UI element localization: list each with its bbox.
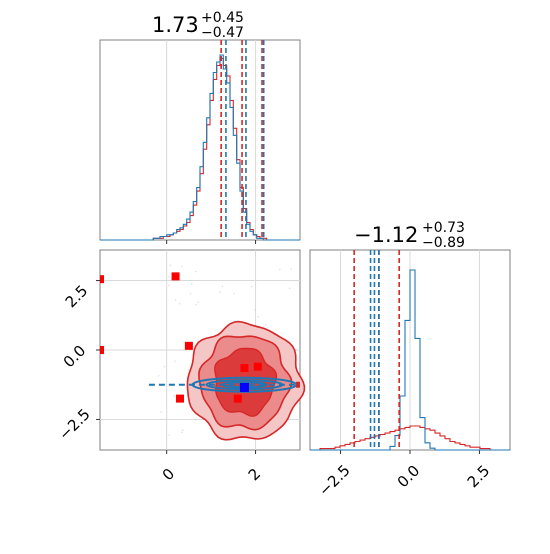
faint-sample: [189, 292, 192, 295]
y-tick-label-2.5: 2.5: [62, 282, 92, 312]
faint-sample: [181, 265, 183, 268]
hist-step-series-1: [100, 54, 300, 241]
panel-top-left: 1.73 +0.45 −0.47: [99, 10, 301, 244]
faint-sample: [257, 315, 260, 318]
panel-top-left-histograms: [100, 54, 300, 241]
br-x-tick-label-0.0: 0.0: [394, 462, 424, 492]
faint-sample: [290, 268, 293, 270]
faint-sample: [194, 270, 197, 273]
faint-sample: [233, 292, 235, 295]
faint-sample: [180, 431, 183, 434]
faint-sample: [279, 268, 281, 271]
faint-sample: [163, 365, 166, 368]
faint-sample: [173, 395, 176, 397]
panel-bottom-left-contours: [148, 320, 306, 441]
blue-point: [239, 383, 249, 392]
red-point-3: [184, 341, 193, 350]
panel-bottom-right-quantile-lines: [353, 250, 400, 450]
panel-bottom-right-histograms: [310, 269, 510, 451]
red-point-6: [253, 362, 262, 371]
faint-sample: [157, 375, 160, 377]
panel-bottom-left: 2.5 0.0 −2.5 0 2: [55, 249, 306, 484]
faint-sample: [169, 264, 172, 267]
faint-sample: [190, 283, 193, 285]
faint-sample: [197, 301, 200, 303]
faint-sample: [174, 299, 177, 301]
red-point-4: [176, 394, 184, 403]
faint-sample: [219, 291, 221, 293]
red-point-5: [240, 364, 249, 373]
br-x-tick-label-neg2.5: −2.5: [315, 461, 353, 499]
panel-bottom-right: −1.12 +0.73 −0.89 −2.5 0.0 2.5: [309, 220, 511, 500]
faint-sample: [168, 434, 171, 437]
faint-sample: [254, 309, 257, 311]
panel-top-left-grid: [166, 40, 257, 244]
x-tick-label-2: 2: [245, 465, 264, 484]
hist-step-series-1: [310, 269, 510, 451]
faint-sample: [250, 285, 253, 288]
faint-sample: [182, 429, 184, 431]
faint-sample: [264, 323, 267, 326]
panel-bottom-right-title-minus: −0.89: [422, 235, 465, 251]
panel-bottom-right-title-plus: +0.73: [422, 220, 465, 236]
faint-sample: [178, 302, 181, 305]
panel-top-left-frame: [99, 39, 301, 241]
panel-bottom-left-points: [100, 272, 262, 403]
red-point-1: [171, 272, 180, 281]
red-point-7: [233, 394, 242, 403]
faint-sample: [263, 326, 265, 328]
faint-sample: [174, 360, 176, 362]
panel-top-left-title-minus: −0.47: [201, 25, 244, 41]
faint-sample: [168, 284, 170, 286]
x-tick-label-0: 0: [159, 465, 178, 484]
faint-sample: [195, 303, 198, 306]
hist-step-series-0: [310, 425, 510, 451]
faint-sample: [288, 287, 291, 290]
faint-sample: [160, 411, 163, 413]
br-x-tick-label-2.5: 2.5: [464, 462, 494, 492]
y-tick-label-neg2.5: −2.5: [55, 405, 93, 443]
faint-sample: [221, 285, 224, 288]
y-tick-label-0.0: 0.0: [60, 342, 90, 372]
red-point-0: [100, 275, 104, 284]
panel-bottom-right-title: −1.12: [354, 223, 418, 247]
faint-sample: [168, 275, 170, 278]
panel-top-left-title-plus: +0.45: [201, 10, 244, 26]
faint-sample: [187, 369, 190, 371]
panel-top-left-quantile-lines: [220, 40, 265, 240]
panel-top-left-title: 1.73: [152, 13, 199, 37]
red-point-2: [100, 346, 104, 354]
